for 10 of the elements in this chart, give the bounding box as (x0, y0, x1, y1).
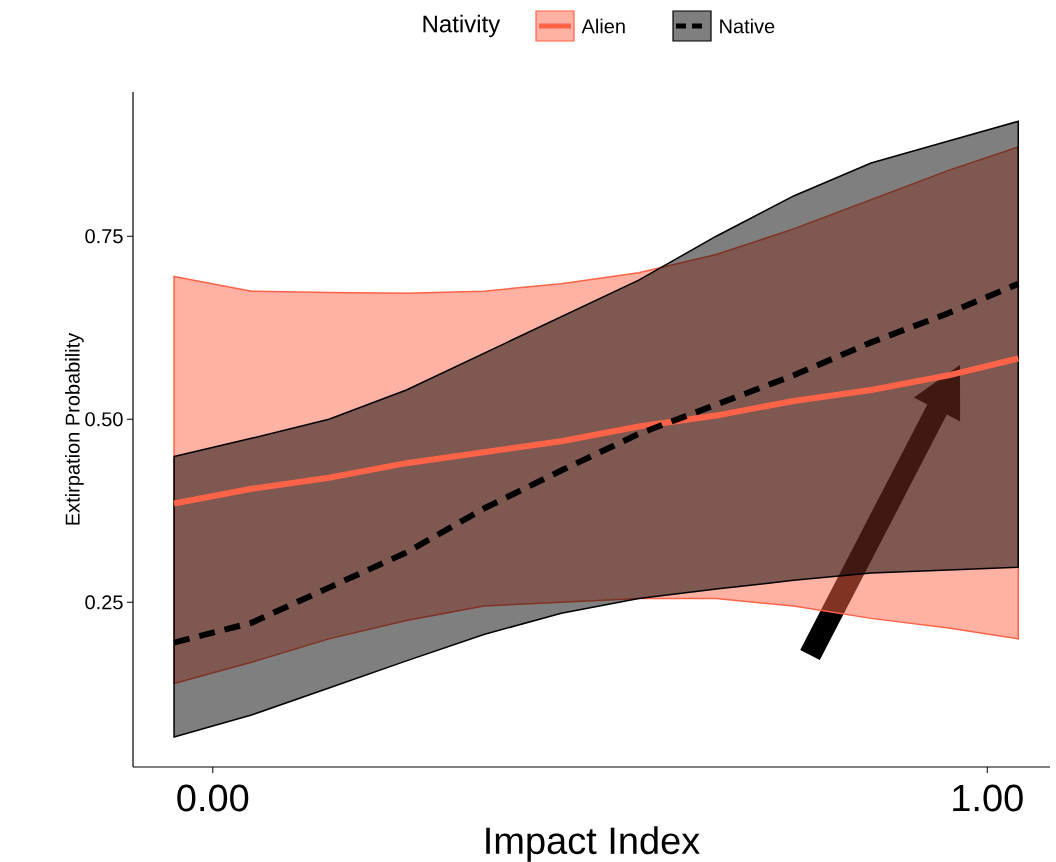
y-tick-label: 0.75 (85, 229, 123, 244)
legend-label: Native (720, 18, 775, 34)
x-tick-label: 0.00 (177, 784, 249, 812)
y-tick-label: 0.25 (85, 595, 123, 610)
legend-label: Alien (581, 18, 625, 34)
legend-title: Nativity (423, 14, 501, 38)
x-axis-title: Impact Index (486, 826, 700, 862)
y-tick-label: 0.50 (85, 412, 123, 427)
x-tick-label: 1.00 (953, 784, 1023, 812)
y-axis-title: Extirpation Probability (65, 332, 84, 525)
